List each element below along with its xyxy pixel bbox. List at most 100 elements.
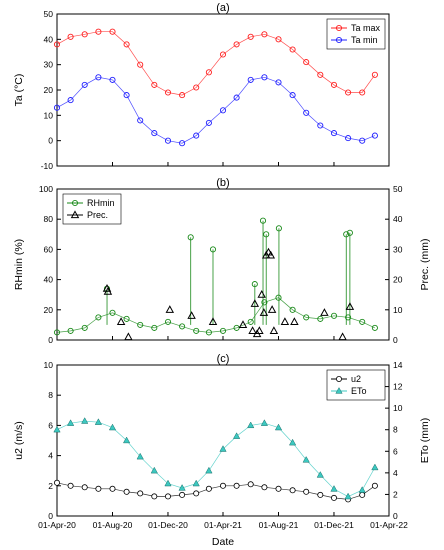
panel-a-ta-min-point (109, 76, 116, 83)
panel-a-legend: Ta max Ta min (326, 18, 386, 50)
panel-c-eto-point (94, 418, 103, 425)
panel-b-rhmin-series (53, 217, 378, 336)
panel-b-rhmin-point (187, 234, 194, 241)
panel-b-rhmin-point (123, 315, 130, 322)
panel-b-rhmin-point (247, 318, 254, 325)
panel-c-eto-point (205, 466, 213, 474)
panel-b-title: (b) (216, 177, 229, 189)
panel-b-prec-point (238, 320, 248, 328)
panel-b-legend-label: Prec. (87, 210, 108, 220)
panel-b-ytick-label: 80 (44, 214, 54, 224)
panel-a-ta-max-point (205, 69, 212, 76)
panel-c-u2-point (67, 482, 74, 489)
panel-a-ta-min-point (179, 140, 186, 147)
panel-a-ta-min-point (317, 122, 324, 129)
panel-b-prec-point (165, 305, 175, 313)
panel-b-ytick-label: 0 (48, 335, 53, 345)
panel-b-rhmin-point (303, 314, 310, 321)
panel-a-ta-max-point (109, 28, 116, 35)
panel-b-rhmin-point (209, 246, 217, 253)
panel-c-eto-point (192, 479, 200, 487)
panel-a-ta-max-point (317, 71, 324, 78)
panel-b-prec-point (187, 311, 196, 319)
panel-a-ta-min-point (359, 137, 366, 144)
panel-c-eto-point (232, 432, 241, 439)
panel-b-prec-point (269, 326, 279, 334)
panel-a-ta-max-point (81, 31, 88, 38)
panel-c-title: (c) (217, 353, 230, 365)
panel-c-eto-series (53, 417, 379, 500)
panel-b-y2tick-label: 0 (393, 335, 398, 345)
panel-b-prec-point (208, 317, 218, 325)
panel-b-rhmin-point (109, 309, 116, 316)
panel-c-u2-point (233, 482, 240, 489)
panel-b-prec-point (267, 305, 277, 313)
panel-b-prec-point (124, 332, 133, 341)
panel-b-prec-point (320, 308, 329, 316)
panel-c-ytick-label: 2 (48, 481, 53, 491)
panel-b-rhmin-point (359, 318, 366, 325)
panel-b-prec-point (103, 287, 113, 295)
panel-b-legend-label: RHmin (87, 198, 115, 208)
panel-a-ta-max-point (303, 59, 310, 66)
panel-b-rhmin-point (193, 327, 200, 334)
panel-b-rhmin-point (251, 281, 258, 288)
panel-a-ta-max-point (275, 36, 282, 43)
panel-c-y2tick-label: 12 (393, 382, 403, 392)
panel-b-rhmin-point (137, 321, 144, 328)
panel-a-ta-max-point (371, 71, 378, 78)
panel-a-ytick-label: 10 (44, 110, 54, 120)
panel-b-ytick-label: 100 (39, 184, 53, 194)
panel-a-ta-min-point (123, 92, 130, 99)
panel-a-ytick-label: 30 (44, 60, 54, 70)
panel-c-legend-label: ETo (351, 386, 367, 396)
panel-c-ylabel: u2 (m/s) (13, 421, 25, 460)
panel-b-y2tick-label: 20 (393, 275, 403, 285)
panel-c-legend-marker (335, 375, 342, 382)
panel-c-u2-point (205, 485, 212, 492)
panel-b-ytick-label: 40 (44, 275, 54, 285)
panel-b-rhmin-point (346, 229, 353, 236)
panel-c-ytick-label: 8 (48, 390, 53, 400)
panel-c-eto-point (136, 452, 144, 460)
panel-b-legend-marker (71, 199, 79, 207)
panel-c-u2-point (137, 490, 144, 497)
panel-a-ytick-label: -10 (41, 161, 54, 171)
panel-c-u2-point (95, 485, 102, 492)
panel-a-legend-marker (335, 36, 343, 44)
panel-c-xtick-label: 01-Aug-21 (259, 520, 299, 530)
panel-b-ylabel: RHmin (%) (13, 239, 25, 290)
panel-a-ta-max-point (330, 81, 338, 88)
panel-b-legend-box (62, 193, 122, 225)
panel-a-ta-min-point (137, 117, 144, 124)
panel-c-xlabel: Date (212, 536, 234, 548)
panel-a-ta-min-point (303, 109, 310, 116)
panel-a-ta-min-point (289, 92, 296, 99)
panel-c-ytick-label: 10 (44, 360, 54, 370)
panel-a-ta-max-point (164, 89, 172, 96)
panel-b-prec-point (102, 284, 112, 292)
panel-c-u2-point (123, 488, 130, 495)
panel-c-plot (53, 417, 379, 503)
panel-c-y2tick-label: 10 (393, 403, 403, 413)
panel-c-u2-point (261, 484, 268, 491)
panel-c-ytick-label: 0 (48, 511, 53, 521)
panel-a-ta-max-point (179, 92, 186, 99)
panel-c-u2-point (317, 491, 324, 498)
panel-c-y2tick-label: 4 (393, 468, 398, 478)
panel-b-prec-point (250, 299, 260, 307)
panel-a-ta-min-point (233, 94, 240, 101)
panel-c-u2-point (193, 490, 200, 497)
panel-b-prec-point (345, 302, 355, 310)
panel-c-eto-point (344, 492, 352, 500)
panel-a-ta-min-point (371, 132, 378, 139)
panel-c-u2-point (219, 482, 226, 489)
panel-c-u2-point (371, 482, 378, 489)
panel-c-u2-point (303, 488, 310, 495)
panel-a-legend-box (326, 18, 386, 50)
panel-c-u2-point (179, 491, 186, 498)
panel-c-u2-point (81, 484, 88, 491)
panel-c-y2tick-label: 8 (393, 425, 398, 435)
panel-c-eto-point (66, 419, 75, 426)
